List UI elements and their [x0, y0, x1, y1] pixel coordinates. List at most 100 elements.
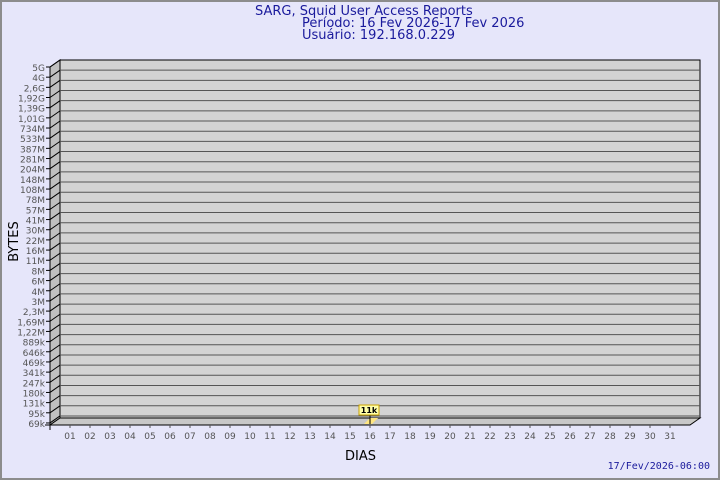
y-tick-depth: [49, 110, 61, 119]
y-tick-label: 469k: [23, 359, 46, 369]
y-tick-label: 533M: [20, 135, 45, 145]
data-label: 11k: [361, 406, 378, 415]
x-tick-label: 20: [444, 432, 456, 442]
x-tick-label: 23: [504, 432, 515, 442]
x-tick-label: 01: [64, 432, 75, 442]
y-tick-depth: [49, 181, 61, 190]
x-tick-label: 07: [184, 432, 195, 442]
y-tick-depth: [49, 273, 61, 281]
y-tick-label: 69k: [28, 420, 45, 430]
back-wall: [59, 59, 701, 419]
y-tick-depth: [49, 100, 61, 109]
y-tick-depth: [49, 334, 61, 343]
y-tick-depth: [49, 201, 61, 210]
x-tick-label: 25: [544, 432, 555, 442]
y-tick-depth: [49, 405, 61, 414]
y-tick-label: 341k: [23, 369, 46, 379]
y-tick-label: 387M: [20, 145, 45, 155]
x-tick-label: 26: [564, 432, 576, 442]
data-bar: [364, 418, 378, 424]
x-tick-label: 28: [604, 432, 616, 442]
y-tick-label: 2,6G: [24, 84, 45, 94]
y-tick-label: 281M: [20, 156, 45, 166]
y-tick-label: 1,92G: [18, 95, 45, 105]
period-subtitle: Período: 16 Fev 2026-17 Fev 2026: [302, 16, 525, 31]
y-tick-depth: [49, 293, 61, 302]
y-tick-label: 41M: [26, 217, 45, 227]
y-tick-label: 247k: [23, 379, 46, 389]
y-tick-label: 11M: [26, 257, 45, 267]
y-tick-label: 8M: [32, 267, 46, 277]
y-tick-depth: [49, 232, 61, 241]
y-tick-depth: [49, 395, 61, 404]
y-tick-label: 148M: [20, 176, 45, 186]
y-tick-label: 180k: [23, 389, 46, 399]
y-tick-depth: [49, 222, 61, 231]
user-subtitle: Usuário: 192.168.0.229: [302, 28, 456, 43]
y-tick-label: 131k: [23, 400, 46, 410]
y-tick-depth: [49, 171, 61, 180]
y-tick-depth: [49, 161, 61, 170]
x-tick-label: 04: [124, 432, 136, 442]
y-tick-depth: [49, 385, 61, 393]
y-tick-label: 6M: [32, 278, 46, 288]
x-tick-label: 16: [364, 432, 376, 442]
y-tick-depth: [49, 120, 61, 129]
y-tick-depth: [49, 79, 61, 88]
y-tick-label: 204M: [20, 166, 45, 176]
y-tick-depth: [49, 283, 61, 292]
x-tick-label: 30: [644, 432, 656, 442]
y-tick-depth: [49, 59, 61, 68]
y-tick-depth: [49, 212, 61, 220]
x-tick-label: 12: [284, 432, 295, 442]
y-tick-label: 4M: [32, 288, 46, 298]
x-tick-label: 22: [484, 432, 495, 442]
x-tick-label: 15: [344, 432, 355, 442]
y-tick-depth: [49, 303, 61, 312]
y-tick-depth: [49, 313, 61, 322]
y-tick-depth: [49, 324, 61, 332]
y-tick-label: 57M: [26, 206, 45, 216]
y-tick-label: 78M: [26, 196, 45, 206]
y-tick-depth: [49, 140, 61, 149]
y-tick-label: 3M: [32, 298, 46, 308]
y-tick-label: 1,69M: [17, 318, 45, 328]
y-tick-depth: [49, 374, 61, 383]
y-tick-label: 5G: [32, 64, 45, 74]
data-label-box: [358, 404, 380, 416]
y-tick-depth: [49, 354, 61, 363]
y-tick-depth: [49, 151, 61, 159]
x-tick-label: 24: [524, 432, 536, 442]
y-tick-label: 4G: [32, 74, 45, 84]
x-tick-label: 17: [384, 432, 395, 442]
y-tick-depth: [49, 242, 61, 251]
x-tick-label: 27: [584, 432, 595, 442]
y-tick-label: 2,3M: [23, 308, 45, 318]
x-tick-label: 21: [464, 432, 475, 442]
y-tick-label: 1,01G: [18, 115, 45, 125]
x-tick-label: 19: [424, 432, 436, 442]
x-tick-label: 06: [164, 432, 176, 442]
y-tick-label: 16M: [26, 247, 45, 257]
y-tick-label: 1,22M: [17, 328, 45, 338]
y-tick-label: 734M: [20, 125, 45, 135]
x-tick-label: 13: [304, 432, 315, 442]
y-tick-depth: [49, 90, 61, 98]
y-tick-depth: [49, 344, 61, 353]
y-tick-label: 889k: [23, 339, 46, 349]
x-tick-label: 29: [624, 432, 636, 442]
y-tick-label: 95k: [28, 410, 45, 420]
x-tick-label: 08: [204, 432, 216, 442]
x-tick-label: 14: [324, 432, 336, 442]
x-axis-label: DIAS: [345, 449, 376, 464]
y-tick-label: 22M: [26, 237, 45, 247]
y-tick-label: 1,39G: [18, 105, 45, 115]
y-tick-depth: [49, 191, 61, 200]
chart-title: SARG, Squid User Access Reports: [255, 4, 473, 19]
timestamp: 17/Fev/2026-06:00: [607, 461, 710, 472]
y-tick-depth: [49, 130, 61, 139]
y-tick-depth: [49, 415, 61, 424]
x-tick-label: 03: [104, 432, 115, 442]
y-tick-label: 646k: [23, 349, 46, 359]
